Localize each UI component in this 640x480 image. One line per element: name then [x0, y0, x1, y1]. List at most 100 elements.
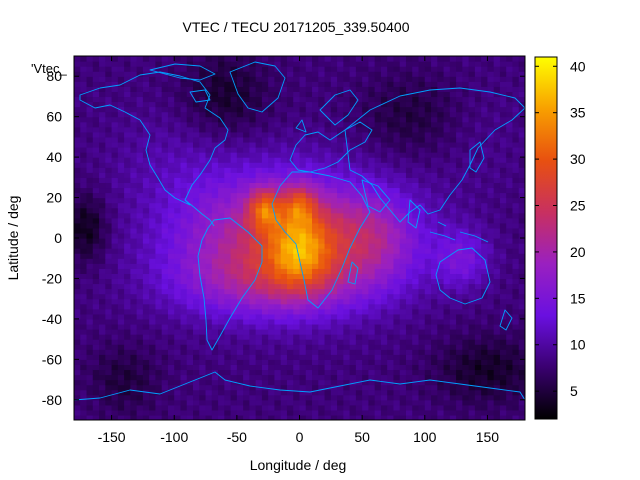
heatmap-cell [330, 394, 338, 401]
heatmap-cell [86, 136, 94, 143]
heatmap-cell [280, 192, 288, 199]
heatmap-cell [462, 243, 470, 249]
heatmap-cell [355, 344, 363, 350]
heatmap-cell [224, 293, 232, 300]
heatmap-cell [399, 258, 407, 264]
heatmap-cell [199, 136, 207, 143]
heatmap-cell [462, 258, 470, 264]
heatmap-cell [274, 364, 282, 371]
heatmap-cell [412, 359, 420, 365]
heatmap-cell [236, 187, 244, 194]
heatmap-cell [99, 192, 106, 199]
heatmap-cell [205, 238, 213, 244]
heatmap-cell [136, 167, 144, 173]
heatmap-cell [193, 303, 200, 310]
heatmap-cell [261, 409, 269, 416]
heatmap-cell [374, 131, 382, 138]
heatmap-cell [255, 227, 263, 234]
heatmap-cell [286, 389, 294, 396]
heatmap-cell [456, 232, 463, 239]
heatmap-cell [481, 96, 489, 103]
heatmap-cell [92, 359, 100, 365]
heatmap-cell [111, 329, 119, 335]
heatmap-cell [155, 349, 163, 355]
heatmap-cell [424, 379, 432, 386]
heatmap-cell [180, 288, 188, 295]
heatmap-cell [418, 354, 426, 360]
heatmap-cell [243, 71, 250, 77]
heatmap-cell [105, 288, 113, 295]
heatmap-cell [142, 232, 150, 239]
heatmap-cell [280, 141, 288, 148]
heatmap-cell [249, 147, 257, 153]
heatmap-cell [167, 339, 175, 345]
heatmap-cell [92, 76, 100, 82]
heatmap-cell [230, 394, 238, 401]
heatmap-cell [155, 121, 163, 128]
heatmap-cell [305, 263, 313, 269]
heatmap-cell [437, 202, 445, 209]
heatmap-cell [155, 313, 163, 320]
heatmap-cell [236, 278, 244, 285]
heatmap-cell [412, 308, 420, 315]
heatmap-cell [249, 136, 257, 143]
heatmap-cell [205, 227, 213, 234]
heatmap-cell [124, 313, 131, 320]
heatmap-cell [255, 182, 263, 189]
heatmap-cell [312, 364, 319, 371]
heatmap-cell [412, 167, 420, 173]
heatmap-cell [305, 71, 313, 77]
heatmap-cell [142, 283, 150, 290]
heatmap-cell [142, 384, 150, 391]
heatmap-cell [155, 359, 163, 365]
heatmap-cell [236, 404, 244, 411]
heatmap-cell [205, 283, 213, 290]
heatmap-cell [456, 71, 463, 77]
heatmap-cell [193, 313, 200, 320]
heatmap-cell [161, 202, 169, 209]
heatmap-cell [462, 172, 470, 178]
heatmap-cell [337, 71, 344, 77]
heatmap-cell [186, 167, 194, 173]
heatmap-cell [355, 121, 363, 128]
heatmap-cell [255, 177, 263, 183]
heatmap-cell [462, 253, 470, 259]
heatmap-cell [468, 253, 476, 259]
heatmap-cell [468, 96, 476, 103]
heatmap-cell [193, 258, 200, 264]
heatmap-cell [431, 308, 438, 315]
heatmap-cell [155, 354, 163, 360]
heatmap-cell [74, 384, 81, 391]
heatmap-cell [92, 268, 100, 274]
heatmap-cell [261, 157, 269, 163]
heatmap-cell [136, 152, 144, 158]
heatmap-cell [274, 76, 282, 82]
heatmap-cell [418, 61, 426, 67]
heatmap-cell [155, 106, 163, 113]
heatmap-cell [211, 414, 219, 420]
heatmap-cell [424, 66, 432, 72]
heatmap-cell [449, 202, 457, 209]
heatmap-cell [337, 258, 344, 264]
heatmap-cell [236, 212, 244, 219]
heatmap-cell [305, 293, 313, 300]
heatmap-cell [274, 227, 282, 234]
heatmap-cell [86, 278, 94, 285]
heatmap-cell [374, 414, 382, 420]
heatmap-cell [211, 207, 219, 214]
heatmap-cell [286, 399, 294, 406]
heatmap-cell [443, 374, 451, 381]
heatmap-cell [468, 409, 476, 416]
heatmap-cell [230, 268, 238, 274]
heatmap-cell [437, 136, 445, 143]
heatmap-cell [349, 111, 357, 118]
heatmap-cell [74, 339, 81, 345]
heatmap-cell [330, 278, 338, 285]
heatmap-cell [261, 404, 269, 411]
heatmap-cell [449, 399, 457, 406]
heatmap-cell [280, 81, 288, 87]
heatmap-cell [418, 116, 426, 123]
heatmap-cell [155, 379, 163, 386]
heatmap-cell [161, 339, 169, 345]
heatmap-cell [393, 197, 401, 204]
